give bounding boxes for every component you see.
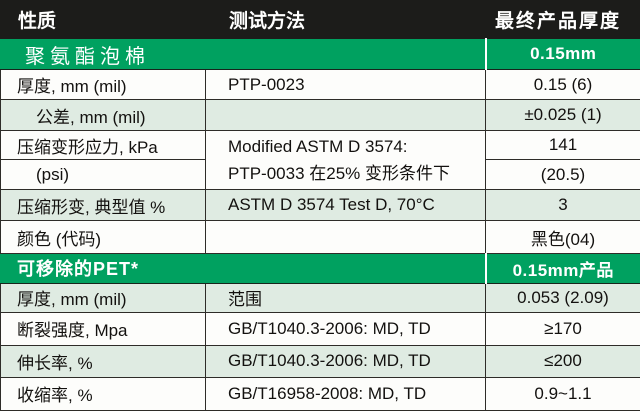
property-cell: (psi) bbox=[0, 159, 206, 191]
value-cell: 黑色(04) bbox=[485, 220, 640, 254]
property-cell: 收缩率, % bbox=[0, 376, 206, 411]
method-line-1: Modified ASTM D 3574: bbox=[228, 137, 408, 157]
col-header-method: 测试方法 bbox=[205, 0, 486, 39]
table-row: 收缩率, % GB/T16958-2008: MD, TD 0.9~1.1 bbox=[0, 376, 640, 411]
value-cell: 0.15 (6) bbox=[485, 69, 640, 101]
property-cell: 厚度, mm (mil) bbox=[0, 69, 206, 101]
table-row: (psi) (20.5) bbox=[0, 159, 640, 191]
section-value: 0.15mm bbox=[484, 37, 640, 71]
section-row-polyurethane-foam: 聚氨酯泡棉 0.15mm bbox=[0, 37, 640, 71]
method-cell: ASTM D 3574 Test D, 70°C bbox=[205, 189, 486, 222]
table-row: 伸长率, % GB/T1040.3-2006: MD, TD ≤200 bbox=[0, 344, 640, 378]
method-cell-merged: Modified ASTM D 3574: PTP-0033 在25% 变形条件… bbox=[205, 130, 486, 191]
value-cell: (20.5) bbox=[485, 159, 640, 191]
property-cell: 压缩形变, 典型值 % bbox=[0, 189, 206, 222]
col-header-thickness: 最终产品厚度 bbox=[485, 0, 640, 39]
property-cell: 厚度, mm (mil) bbox=[0, 282, 206, 313]
table-row: 压缩变形应力, kPa Modified ASTM D 3574: PTP-00… bbox=[0, 130, 640, 191]
property-cell: 公差, mm (mil) bbox=[0, 99, 206, 132]
method-line-2: PTP-0033 在25% 变形条件下 bbox=[228, 164, 451, 184]
method-cell bbox=[205, 99, 486, 132]
table-row: 公差, mm (mil) ±0.025 (1) bbox=[0, 99, 640, 132]
value-cell: 0.9~1.1 bbox=[485, 376, 640, 411]
method-cell: GB/T1040.3-2006: MD, TD bbox=[205, 344, 486, 378]
section-title: 可移除的PET* bbox=[0, 252, 486, 284]
value-cell: ≥170 bbox=[485, 311, 640, 346]
table-row: 断裂强度, Mpa GB/T1040.3-2006: MD, TD ≥170 bbox=[0, 311, 640, 346]
value-cell: 0.053 (2.09) bbox=[485, 282, 640, 313]
property-cell: 伸长率, % bbox=[0, 344, 206, 378]
value-cell: ≤200 bbox=[485, 344, 640, 378]
property-cell: 断裂强度, Mpa bbox=[0, 311, 206, 346]
section-value: 0.15mm产品 bbox=[484, 252, 640, 284]
table-row: 颜色 (代码) 黑色(04) bbox=[0, 220, 640, 254]
value-cell: 3 bbox=[485, 189, 640, 222]
method-cell: 范围 bbox=[205, 282, 486, 313]
value-cell: 141 bbox=[485, 130, 640, 161]
section-row-removable-pet: 可移除的PET* 0.15mm产品 bbox=[0, 252, 640, 284]
col-header-property: 性质 bbox=[0, 0, 206, 39]
section-title: 聚氨酯泡棉 bbox=[0, 37, 486, 71]
method-cell: GB/T1040.3-2006: MD, TD bbox=[205, 311, 486, 346]
property-cell: 压缩变形应力, kPa bbox=[0, 130, 206, 161]
table-header-row: 性质 测试方法 最终产品厚度 bbox=[0, 0, 640, 39]
value-cell: ±0.025 (1) bbox=[485, 99, 640, 132]
table-row: 厚度, mm (mil) PTP-0023 0.15 (6) bbox=[0, 69, 640, 101]
table-row: 压缩形变, 典型值 % ASTM D 3574 Test D, 70°C 3 bbox=[0, 189, 640, 222]
table-row: 厚度, mm (mil) 范围 0.053 (2.09) bbox=[0, 282, 640, 313]
method-cell: GB/T16958-2008: MD, TD bbox=[205, 376, 486, 411]
method-cell bbox=[205, 220, 486, 254]
method-cell: PTP-0023 bbox=[205, 69, 486, 101]
property-cell: 颜色 (代码) bbox=[0, 220, 206, 254]
